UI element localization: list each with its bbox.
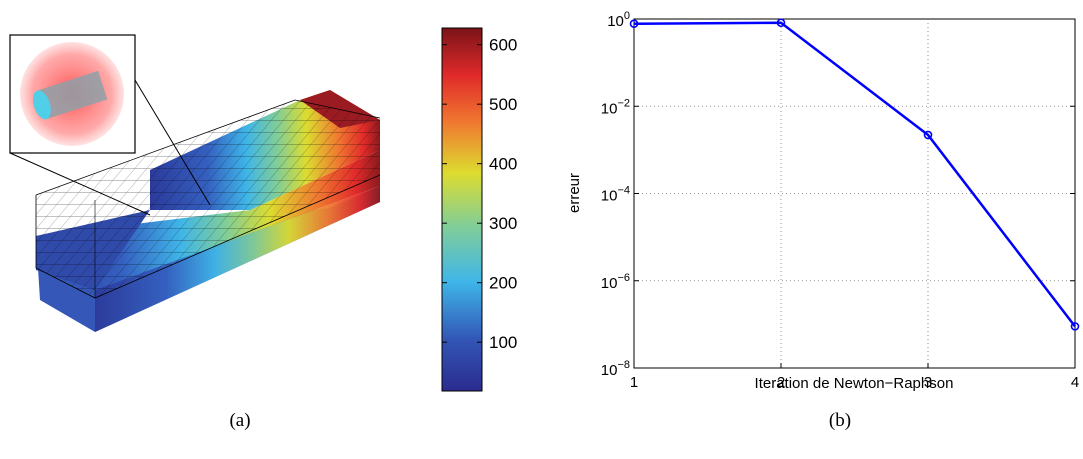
undeformed-mesh [35, 99, 381, 299]
y-tick-label: 10−4 [601, 185, 630, 205]
data-point [629, 19, 639, 29]
y-axis-label: erreur [566, 173, 583, 213]
caption-b: (b) [828, 410, 852, 431]
beam-figure: 100 200 300 400 500 600 [9, 27, 517, 392]
x-tick-label: 2 [777, 374, 785, 391]
y-tick-label: 10−6 [601, 272, 630, 292]
x-tick-label: 1 [630, 374, 638, 391]
caption-a: (a) [229, 410, 251, 431]
grid-lines [634, 19, 1075, 368]
colorbar-tick-label: 300 [489, 214, 517, 233]
x-tick-label: 4 [1071, 374, 1079, 391]
data-point [1070, 322, 1080, 331]
y-tick-label: 100 [607, 10, 630, 30]
x-axis-label: Iteration de Newton−Raphson [755, 375, 954, 392]
series-group [629, 18, 1080, 331]
colorbar-tick-label: 100 [489, 333, 517, 352]
y-axis: 100 10−2 10−4 10−6 10−8 [601, 10, 1075, 379]
colorbar-tick-label: 500 [489, 95, 517, 114]
x-tick-label: 3 [924, 374, 932, 391]
data-point [776, 18, 786, 28]
error-chart: 1 2 3 4 100 10−2 10−4 10−6 10−8 Iteration de Ne… [566, 10, 1080, 392]
y-tick-label: 10−2 [601, 97, 630, 117]
x-axis: 1 2 3 4 [630, 363, 1079, 391]
colorbar-tick-label: 200 [489, 274, 517, 293]
inset-zoom [9, 34, 211, 216]
y-tick-label: 10−8 [601, 359, 630, 379]
colorbar-tick-label: 400 [489, 155, 517, 174]
colorbar-tick-label: 600 [489, 36, 517, 55]
series-line [633, 21, 1076, 328]
colorbar: 100 200 300 400 500 600 [441, 27, 517, 392]
data-point [923, 130, 933, 140]
